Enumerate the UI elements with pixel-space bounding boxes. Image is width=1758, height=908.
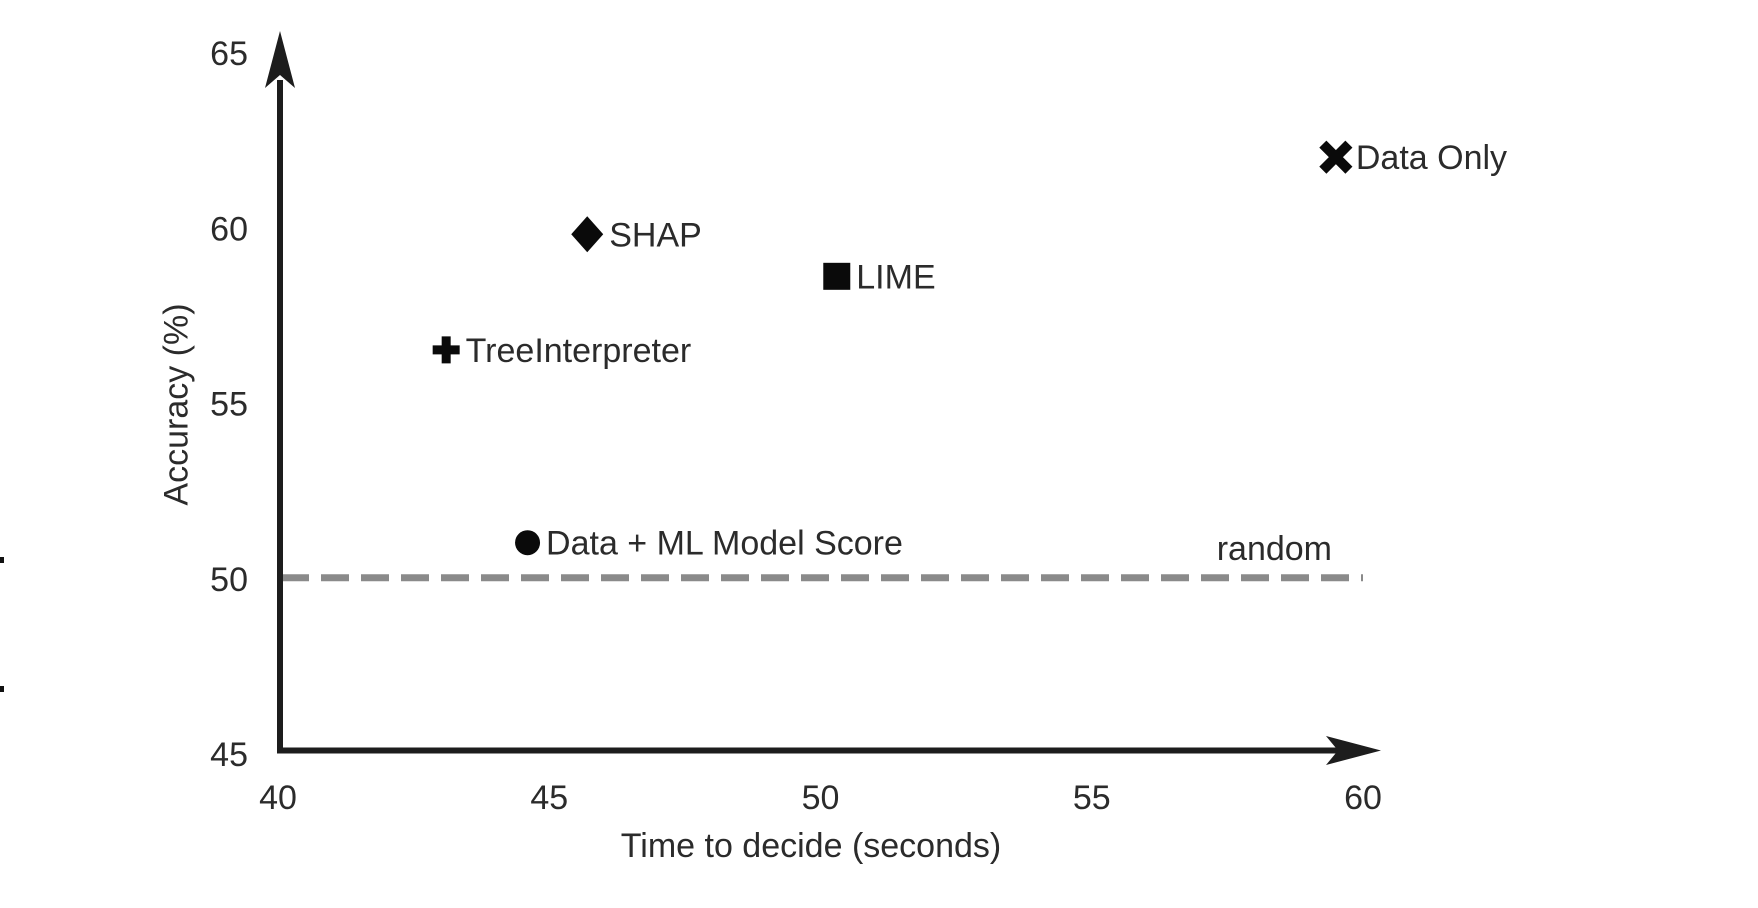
marker-lime-square-icon: [823, 262, 851, 290]
point-label-shap: SHAP: [609, 216, 702, 254]
x-axis-title: Time to decide (seconds): [620, 827, 1002, 865]
edge-artifact: [0, 686, 4, 692]
point-label-data-only: Data Only: [1356, 139, 1507, 177]
y-axis-arrow: [265, 31, 295, 88]
x-axis-arrow: [1326, 736, 1381, 765]
point-label-treeinterpreter: TreeInterpreter: [466, 332, 692, 370]
marker-data-ml-model-score-circle-icon: [515, 530, 541, 556]
y-tick-50: 50: [210, 561, 248, 599]
y-axis-title: Accuracy (%): [157, 303, 196, 506]
y-tick-65: 65: [210, 35, 248, 73]
marker-treeinterpreter-plus-icon: [432, 336, 460, 364]
x-tick-55: 55: [1073, 779, 1111, 817]
reference-line-label: random: [1217, 530, 1332, 568]
marker-shap-diamond-icon: [571, 216, 604, 253]
x-tick-45: 45: [530, 779, 568, 817]
y-tick-55: 55: [210, 386, 248, 424]
point-label-lime: LIME: [856, 258, 935, 296]
x-tick-50: 50: [802, 779, 840, 817]
y-tick-60: 60: [210, 210, 248, 248]
x-tick-40: 40: [259, 779, 297, 817]
y-tick-45: 45: [210, 736, 248, 774]
edge-artifact: [0, 557, 4, 563]
point-label-data-ml-model-score: Data + ML Model Score: [546, 525, 903, 563]
marker-data-only-x-icon: [1319, 140, 1353, 174]
x-tick-60: 60: [1344, 779, 1382, 817]
